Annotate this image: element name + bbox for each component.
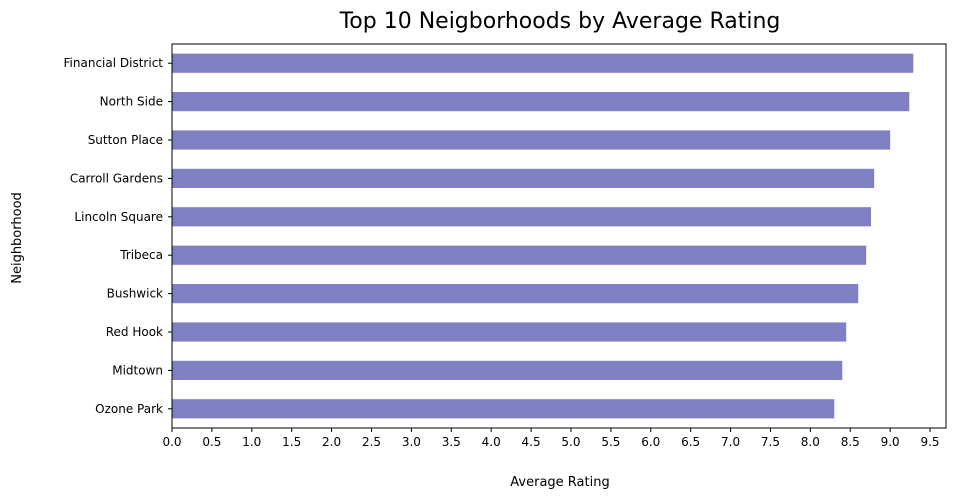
y-ticks-layer: Financial District North Side Sutton Place…	[64, 56, 172, 416]
x-tick-label: 3.0	[402, 435, 421, 449]
bar	[172, 322, 847, 342]
x-tick-label: 9.0	[881, 435, 900, 449]
y-tick-label: Red Hook	[106, 325, 163, 339]
bar	[172, 284, 859, 304]
y-tick-label: Financial District	[64, 56, 164, 70]
bar	[172, 207, 871, 227]
bar	[172, 360, 843, 380]
x-tick-label: 8.5	[841, 435, 860, 449]
plot-frame	[171, 43, 947, 429]
y-tick-label: Lincoln Square	[74, 210, 163, 224]
bar	[172, 130, 891, 150]
x-tick-label: 5.0	[561, 435, 580, 449]
x-axis-label: Average Rating	[510, 475, 609, 490]
x-tick-label: 3.5	[442, 435, 461, 449]
y-tick-label: Midtown	[112, 363, 163, 377]
y-tick-label: North Side	[100, 95, 163, 109]
x-tick-label: 7.5	[761, 435, 780, 449]
y-tick-label: Bushwick	[107, 287, 163, 301]
bar	[172, 399, 835, 419]
bar	[172, 53, 914, 73]
x-tick-label: 0.0	[162, 435, 181, 449]
x-tick-label: 1.5	[282, 435, 301, 449]
chart-title: Top 10 Neigborhoods by Average Rating	[339, 9, 781, 34]
x-tick-label: 4.0	[482, 435, 501, 449]
x-tick-label: 8.0	[801, 435, 820, 449]
x-tick-label: 1.0	[242, 435, 261, 449]
x-tick-label: 6.5	[681, 435, 700, 449]
y-tick-label: Ozone Park	[95, 402, 163, 416]
x-tick-label: 2.5	[362, 435, 381, 449]
x-tick-label: 6.0	[641, 435, 660, 449]
y-tick-label: Carroll Gardens	[70, 171, 163, 185]
bar	[172, 245, 867, 265]
x-ticks-layer: 0.0 0.5 1.0 1.5 2.0 2.5 3.0 3.5 4.0 4.5 5.0 5.5 6.0 6…	[162, 428, 940, 449]
y-axis-label: Neighborhood	[10, 192, 25, 284]
x-tick-label: 2.0	[322, 435, 341, 449]
y-tick-label: Tribeca	[119, 248, 163, 262]
bars-layer	[172, 53, 914, 419]
x-tick-label: 7.0	[721, 435, 740, 449]
x-tick-label: 9.5	[920, 435, 939, 449]
x-tick-label: 0.5	[202, 435, 221, 449]
x-tick-label: 5.5	[601, 435, 620, 449]
y-tick-label: Sutton Place	[88, 133, 163, 147]
bar	[172, 92, 910, 112]
bar	[172, 168, 875, 188]
x-tick-label: 4.5	[522, 435, 541, 449]
